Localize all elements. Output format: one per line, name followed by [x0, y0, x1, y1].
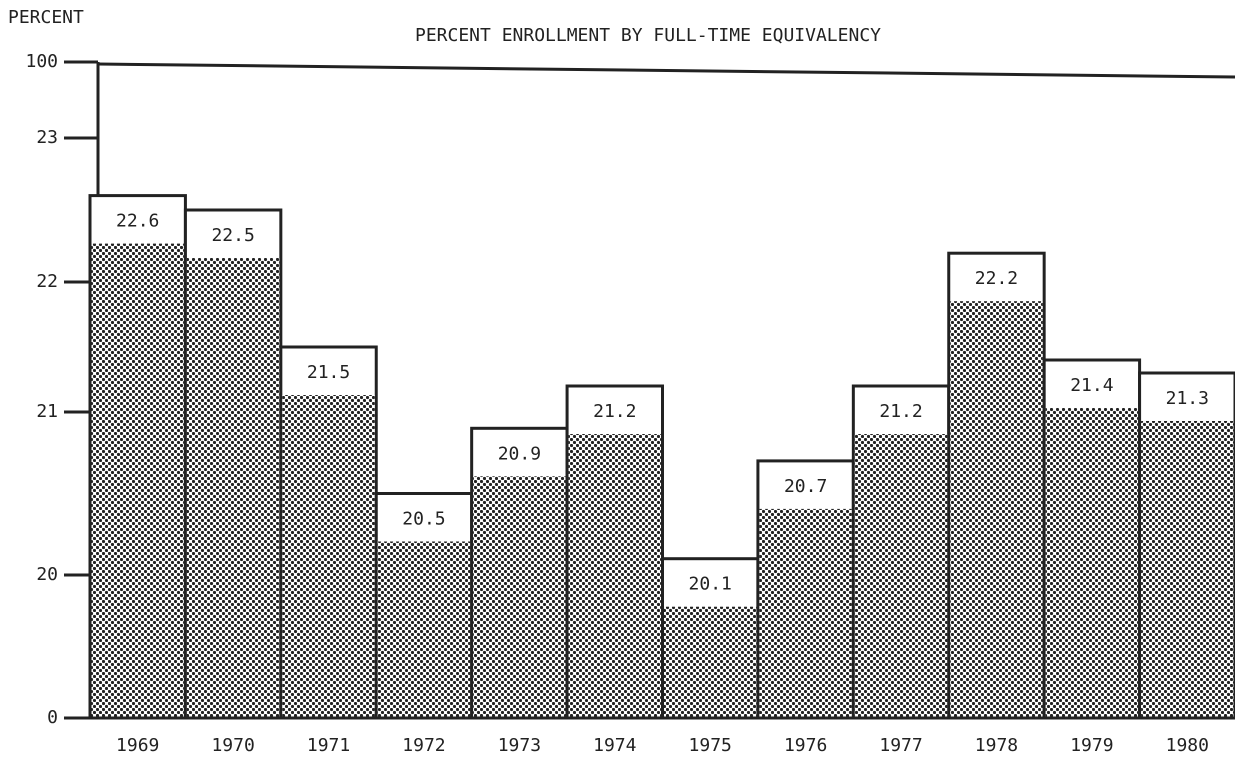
x-tick-label: 1980: [1166, 735, 1209, 756]
x-tick-label: 1977: [879, 735, 922, 756]
x-tick-label: 1975: [689, 735, 732, 756]
x-tick-label: 1973: [498, 735, 541, 756]
x-tick-label: 1976: [784, 735, 827, 756]
top-border: [97, 62, 1235, 79]
x-tick-label: 1971: [307, 735, 350, 756]
y-axis-label: PERCENT: [8, 7, 84, 28]
x-tick-label: 1972: [402, 735, 445, 756]
chart-title: PERCENT ENROLLMENT BY FULL-TIME EQUIVALE…: [415, 25, 881, 46]
x-tick-label: 1978: [975, 735, 1018, 756]
y-tick-label: 20: [36, 564, 58, 585]
bar-shading: [377, 541, 471, 717]
bar-shading: [91, 243, 184, 717]
bar-shading: [282, 395, 375, 717]
value-label: 22.2: [975, 268, 1018, 289]
bar-shading: [1045, 408, 1139, 717]
bar-shading: [950, 301, 1043, 717]
x-tick-label: 1970: [211, 735, 254, 756]
bar-shading: [664, 606, 757, 717]
y-tick-label: 100: [25, 51, 58, 72]
y-tick-label: 23: [36, 127, 58, 148]
y-tick-label: 22: [36, 271, 58, 292]
value-label: 22.5: [211, 225, 254, 246]
x-tick-label: 1974: [593, 735, 636, 756]
y-tick-label: 0: [47, 707, 58, 728]
value-label: 20.9: [498, 443, 541, 464]
bar-shading: [1141, 421, 1234, 717]
value-label: 21.2: [593, 401, 636, 422]
bar-shading: [473, 476, 566, 717]
value-label: 21.2: [879, 401, 922, 422]
y-tick-label: 21: [36, 401, 58, 422]
bar-shading: [568, 434, 661, 717]
x-tick-label: 1979: [1070, 735, 1113, 756]
x-tick-label: 1969: [116, 735, 159, 756]
bar-shading: [186, 258, 280, 717]
value-label: 21.3: [1166, 388, 1209, 409]
value-label: 20.7: [784, 476, 827, 497]
bar-shading: [854, 434, 948, 717]
value-label: 21.4: [1070, 375, 1113, 396]
bar-shading: [759, 508, 852, 717]
value-label: 20.5: [402, 509, 445, 530]
value-label: 22.6: [116, 211, 159, 232]
value-label: 21.5: [307, 362, 350, 383]
value-label: 20.1: [689, 574, 732, 595]
